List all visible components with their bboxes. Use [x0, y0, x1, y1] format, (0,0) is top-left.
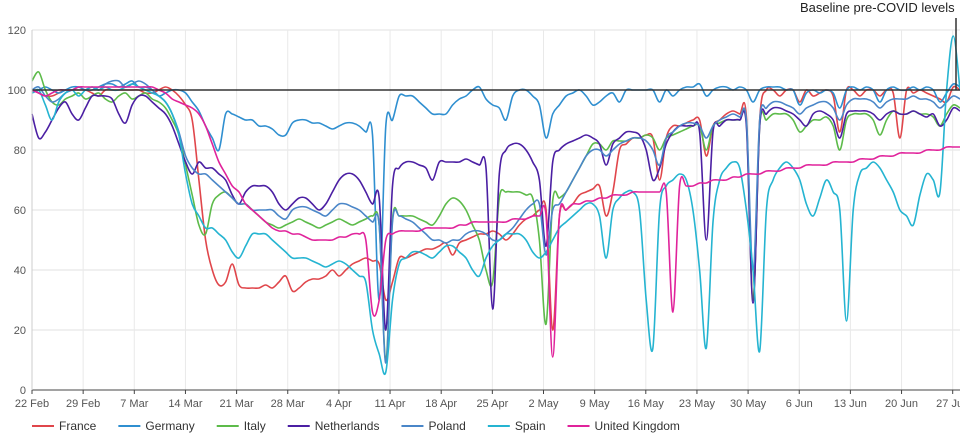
x-tick-label-30-may: 30 May [730, 398, 767, 410]
series-line-italy [31, 71, 960, 361]
legend-item-poland[interactable]: Poland [401, 419, 466, 433]
axes: 0 20 40 60 80 100 120 22 Feb 29 Feb 7 Mar 14 Mar 21… [8, 25, 960, 410]
y-tick-label-100: 100 [8, 85, 26, 97]
y-tick-label-0: 0 [20, 385, 26, 397]
x-tick-label-28-mar: 28 Mar [271, 398, 306, 410]
y-tick-label-40: 40 [14, 265, 26, 277]
x-tick-label-25-apr: 25 Apr [476, 398, 508, 410]
x-tick-label-16-may: 16 May [628, 398, 665, 410]
series-line-spain [31, 35, 960, 375]
y-tick-label-120: 120 [8, 25, 26, 37]
legend-item-germany[interactable]: Germany [118, 419, 195, 433]
legend-label-netherlands: Netherlands [315, 419, 380, 433]
legend-item-italy[interactable]: Italy [216, 419, 266, 433]
x-tick-label-21-mar: 21 Mar [219, 398, 254, 410]
legend-label-germany: Germany [145, 419, 194, 433]
legend: France Germany Italy Netherlands Poland Spain… [32, 419, 680, 433]
legend-item-france[interactable]: France [32, 419, 97, 433]
series-line-poland [31, 79, 960, 364]
x-tick-label-22-feb: 22 Feb [15, 398, 49, 410]
legend-item-spain[interactable]: Spain [487, 419, 546, 433]
grid [31, 29, 960, 391]
legend-item-netherlands[interactable]: Netherlands [287, 419, 380, 433]
x-tick-label-14-mar: 14 Mar [168, 398, 203, 410]
y-tick-label-80: 80 [14, 145, 26, 157]
legend-item-united-kingdom[interactable]: United Kingdom [567, 419, 680, 433]
legend-label-italy: Italy [244, 419, 266, 433]
x-tick-label-7-mar: 7 Mar [120, 398, 148, 410]
x-tick-label-6-jun: 6 Jun [786, 398, 813, 410]
y-tick-label-60: 60 [14, 205, 26, 217]
x-tick-label-18-apr: 18 Apr [425, 398, 457, 410]
y-tick-label-20: 20 [14, 325, 26, 337]
series-line-netherlands [31, 94, 960, 331]
legend-label-france: France [59, 419, 97, 433]
legend-label-spain: Spain [515, 419, 546, 433]
legend-label-united-kingdom: United Kingdom [595, 419, 680, 433]
series-layer [31, 35, 960, 375]
baseline: Baseline pre-COVID levels [32, 0, 960, 91]
x-tick-label-27-jun: 27 Jun [936, 398, 960, 410]
x-tick-label-13-jun: 13 Jun [834, 398, 867, 410]
series-line-united-kingdom [31, 85, 960, 358]
baseline-annotation: Baseline pre-COVID levels [800, 0, 955, 15]
x-tick-label-20-jun: 20 Jun [885, 398, 918, 410]
legend-label-poland: Poland [428, 419, 465, 433]
x-tick-label-9-may: 9 May [580, 398, 610, 410]
x-tick-label-29-feb: 29 Feb [66, 398, 100, 410]
x-tick-label-11-apr: 11 Apr [375, 398, 406, 410]
x-tick-label-23-may: 23 May [679, 398, 716, 410]
series-line-germany [31, 80, 960, 301]
x-tick-label-2-may: 2 May [529, 398, 559, 410]
x-tick-label-4-apr: 4 Apr [326, 398, 352, 410]
